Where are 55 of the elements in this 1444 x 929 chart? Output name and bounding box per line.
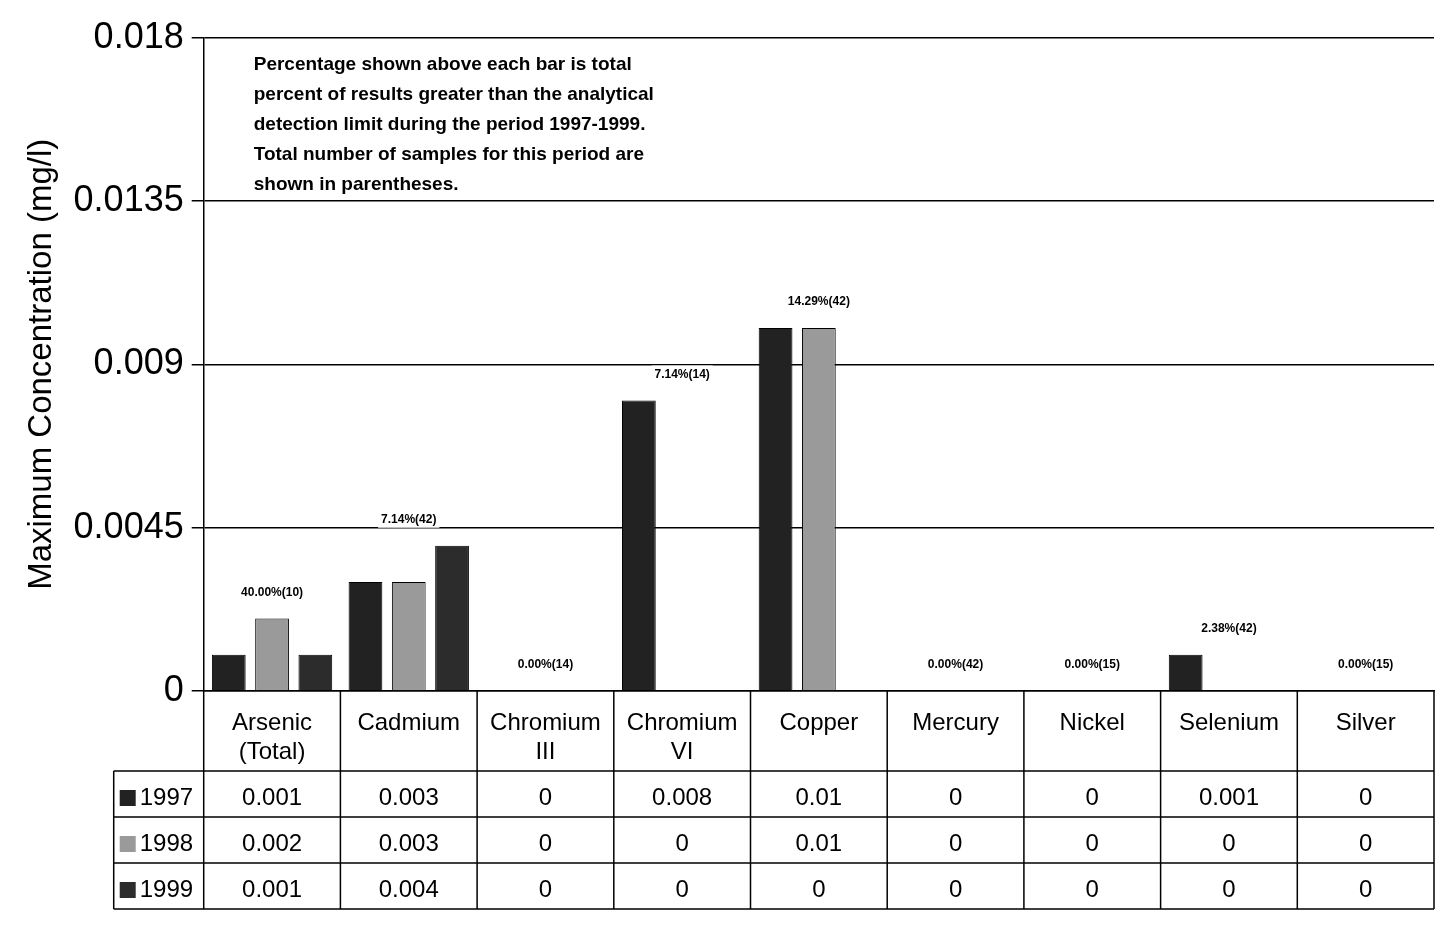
x-tick-label: Cadmium: [357, 708, 461, 736]
annotation: 0.00%(14): [517, 657, 574, 672]
data-label: 0.003: [378, 782, 439, 810]
x-tick-label: Silver: [1335, 708, 1396, 736]
y-tick-label: 0.009: [93, 341, 184, 383]
legend-label: 1997: [139, 782, 194, 810]
data-label: 0.001: [242, 782, 303, 810]
x-tick-label: Nickel: [1059, 708, 1125, 736]
data-label: 0: [538, 828, 553, 856]
y-axis-title: Maximum Concentration (mg/l): [20, 138, 58, 590]
data-label: 0: [1358, 828, 1373, 856]
data-label: 0: [812, 874, 826, 902]
x-tick-label: Mercury: [912, 708, 999, 736]
x-tick-label: Chromium VI: [626, 708, 738, 764]
y-tick-label: 0.0045: [73, 504, 184, 546]
x-tick-label: Arsenic (Total): [232, 708, 313, 764]
data-label: 0.01: [795, 782, 843, 810]
annotation: 2.38%(42): [1201, 621, 1257, 636]
data-label: 0: [948, 782, 963, 810]
y-tick-label: 0: [163, 667, 184, 709]
x-tick-label: Chromium III: [490, 708, 601, 764]
data-label: 0.001: [242, 874, 303, 902]
x-tick-label: Selenium: [1178, 708, 1279, 736]
data-label: 0.002: [242, 828, 303, 856]
annotation: 0.00%(15): [1064, 657, 1120, 672]
data-label: 0: [1085, 828, 1099, 856]
y-tick-label: 0.018: [93, 14, 184, 56]
data-label: 0: [1085, 782, 1099, 810]
data-label: 0: [1085, 874, 1099, 902]
annotation: 0.00%(42): [927, 657, 984, 672]
y-tick-label: 0.0135: [73, 177, 184, 219]
data-label: 0: [1358, 874, 1373, 902]
data-label: 0.01: [795, 828, 843, 856]
data-label: 0.001: [1198, 782, 1259, 810]
annotation: 7.14%(42): [381, 512, 437, 527]
legend-label: 1998: [139, 828, 194, 856]
data-label: 0: [1358, 782, 1373, 810]
x-tick-label: Copper: [779, 708, 859, 736]
legend-label: 1999: [139, 874, 194, 902]
data-label: 0: [675, 828, 689, 856]
annotation: 0.00%(15): [1337, 657, 1394, 672]
data-label: 0: [675, 874, 689, 902]
data-label: 0.008: [652, 782, 713, 810]
data-label: 0: [948, 874, 963, 902]
data-label: 0.003: [378, 828, 439, 856]
data-label: 0: [538, 874, 553, 902]
annotation: 14.29%(42): [787, 294, 850, 309]
annotation: 7.14%(14): [654, 366, 710, 381]
data-label: 0: [948, 828, 963, 856]
data-label: 0: [1222, 828, 1236, 856]
data-label: 0: [1222, 874, 1236, 902]
data-label: 0.004: [378, 874, 439, 902]
annotation: Percentage shown above each bar is total percent of results greater than the analytical detection limit during the period 1997-1999. Total number of samples for this period are shown in parentheses.: [253, 53, 654, 195]
data-label: 0: [538, 782, 553, 810]
annotation: 40.00%(10): [241, 584, 304, 599]
